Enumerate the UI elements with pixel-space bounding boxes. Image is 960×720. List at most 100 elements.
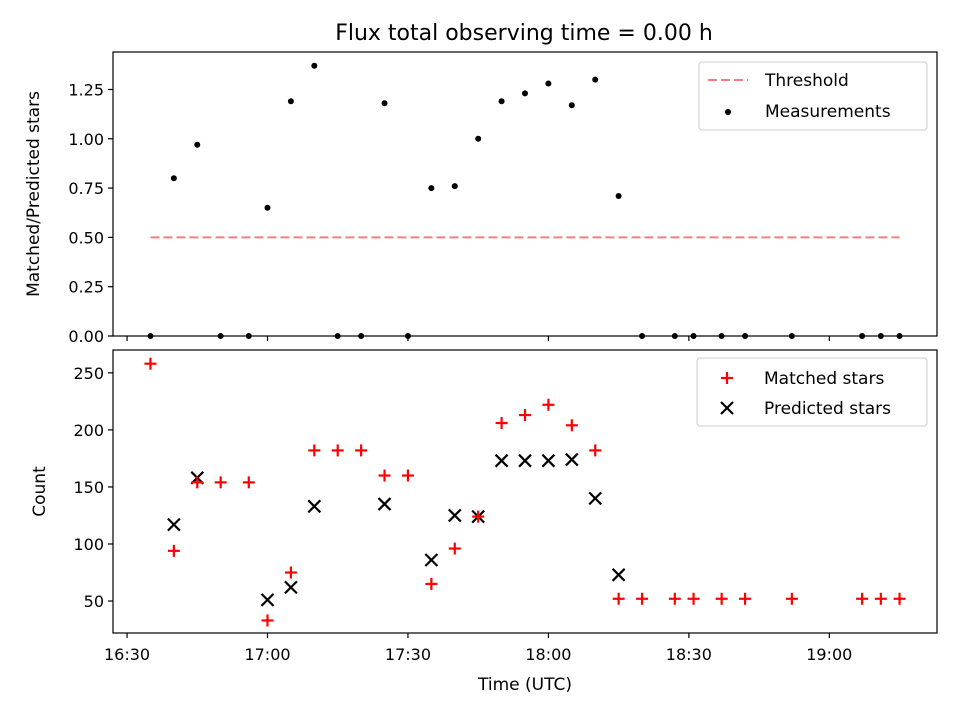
measurement-point	[428, 185, 435, 192]
matched-star-point	[144, 357, 157, 370]
axes-frame	[112, 349, 938, 634]
y-tick-label: 0.25	[68, 278, 104, 297]
matched-star-point	[378, 469, 391, 482]
matched-star-point	[687, 592, 700, 605]
matched-star-point	[308, 444, 321, 457]
predicted-star-point	[588, 491, 603, 506]
matched-star-point	[856, 592, 869, 605]
measurement-point	[358, 333, 365, 339]
matched-star-point	[589, 444, 602, 457]
predicted-star-point	[307, 499, 322, 514]
legend-threshold-label: Threshold	[764, 71, 849, 91]
x-tick-label: 17:30	[385, 645, 431, 664]
measurement-point	[877, 333, 884, 339]
matched-star-point	[612, 592, 625, 605]
measurement-point	[287, 98, 294, 105]
matched-star-point	[495, 417, 508, 430]
legend-measurement-label: Measurements	[765, 102, 891, 122]
legend-matched-swatch	[721, 372, 733, 384]
measurement-point	[671, 333, 678, 339]
matched-star-point	[715, 592, 728, 605]
legend-predicted-label: Predicted stars	[764, 399, 891, 419]
y-tick-label: 0.00	[68, 327, 104, 346]
measurement-point	[245, 333, 252, 339]
matched-star-point	[261, 614, 274, 627]
x-tick-label: 17:00	[244, 645, 290, 664]
predicted-star-point	[284, 580, 298, 595]
predicted-star-point	[611, 568, 626, 582]
matched-star-point	[448, 542, 461, 555]
top-panel: 0.00 0.25 0.50 0.75 1.00 1.25 Matched/Predicte…	[24, 51, 938, 346]
measurement-point	[742, 333, 749, 339]
matched-star-point	[472, 510, 485, 523]
y-tick-label: 200	[73, 421, 104, 440]
matched-star-point	[331, 444, 344, 457]
matched-star-point	[542, 398, 555, 411]
matched-star-point	[401, 469, 414, 482]
measurement-point	[147, 333, 154, 339]
measurement-point	[859, 333, 866, 339]
measurement-point	[545, 80, 552, 87]
measurement-point	[334, 333, 341, 339]
matched-star-point	[242, 476, 255, 489]
measurement-point	[475, 135, 482, 142]
axes-frame	[112, 51, 938, 337]
measurement-point	[451, 183, 458, 190]
measurement-point	[639, 333, 646, 339]
predicted-star-point	[518, 453, 532, 468]
y-tick-label: 0.50	[68, 228, 104, 247]
measurement-point	[381, 100, 388, 107]
y-tick-label: 1.00	[68, 130, 104, 149]
figure-title: Flux total observing time = 0.00 h	[335, 21, 713, 46]
matched-star-point	[785, 592, 798, 605]
matched-star-point	[739, 592, 752, 605]
measurement-point	[522, 90, 528, 97]
predicted-star-point	[424, 553, 439, 567]
x-tick-label: 18:00	[525, 645, 571, 664]
legend-measurement-swatch	[725, 109, 731, 115]
matched-star-point	[636, 592, 649, 605]
measurement-point	[264, 204, 271, 211]
matched-star-point	[355, 444, 368, 457]
measurement-point	[311, 62, 318, 69]
matched-star-point	[167, 544, 180, 557]
predicted-star-point	[260, 593, 275, 607]
x-tick-label: 16:30	[104, 645, 150, 664]
predicted-star-point	[494, 453, 509, 468]
predicted-star-point	[377, 497, 392, 511]
measurement-point	[690, 333, 697, 339]
x-tick-label: 18:30	[666, 645, 712, 664]
matched-star-point	[284, 566, 297, 579]
legend-box	[698, 61, 928, 131]
matched-star-point	[668, 592, 681, 605]
y-tick-label: 100	[73, 535, 104, 554]
measurement-point	[498, 98, 505, 105]
measurement-point	[615, 192, 622, 199]
y-tick-label: 1.25	[68, 80, 104, 99]
y-tick-label: 150	[73, 478, 104, 497]
predicted-star-point	[565, 452, 579, 467]
x-tick-label: 19:00	[806, 645, 852, 664]
y-tick-label: 250	[73, 364, 104, 383]
x-axis-label: Time (UTC)	[477, 675, 572, 695]
legend-matched-label: Matched stars	[764, 369, 884, 389]
measurement-point	[404, 333, 411, 339]
matched-star-point	[214, 476, 227, 489]
matched-star-point	[565, 419, 578, 432]
measurement-point	[788, 333, 795, 339]
predicted-star-point	[167, 517, 181, 532]
measurement-point	[170, 175, 177, 182]
legend-box	[696, 357, 928, 427]
measurement-point	[568, 102, 575, 109]
predicted-star-point	[447, 508, 462, 523]
measurement-point	[194, 141, 201, 148]
measurement-point	[718, 333, 725, 339]
matched-star-point	[191, 476, 204, 489]
matched-star-point	[425, 577, 438, 590]
legend-predicted-swatch	[720, 401, 734, 415]
measurement-point	[896, 333, 903, 339]
y-tick-label: 50	[84, 592, 104, 611]
y-axis-label: Count	[30, 466, 50, 517]
y-axis-label: Matched/Predicted stars	[24, 91, 44, 297]
